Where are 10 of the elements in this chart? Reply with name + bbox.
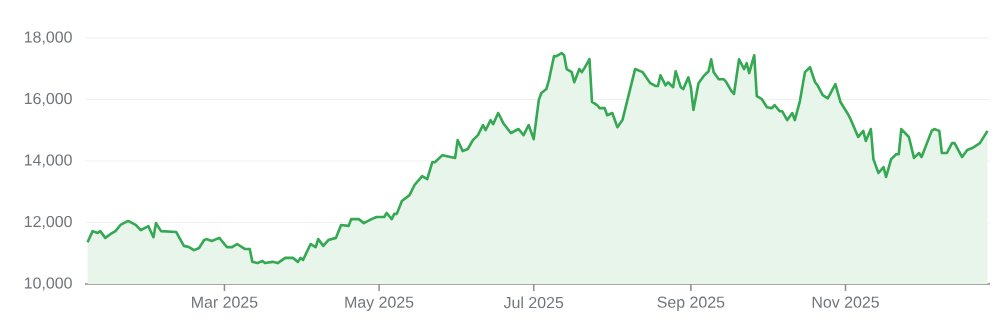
y-tick-label: 16,000 xyxy=(24,92,72,107)
x-tick-label: Mar 2025 xyxy=(192,296,258,308)
y-tick-label: 18,000 xyxy=(24,31,72,45)
y-tick-label: 12,000 xyxy=(24,215,72,230)
x-tick-label: Nov 2025 xyxy=(812,296,879,308)
y-tick-label: 10,000 xyxy=(24,277,72,291)
x-tick-label: May 2025 xyxy=(345,296,414,311)
x-tick-label: Jul 2025 xyxy=(503,296,564,309)
x-tick-label: Sep 2025 xyxy=(657,296,725,311)
y-tick-label: 14,000 xyxy=(24,154,72,168)
